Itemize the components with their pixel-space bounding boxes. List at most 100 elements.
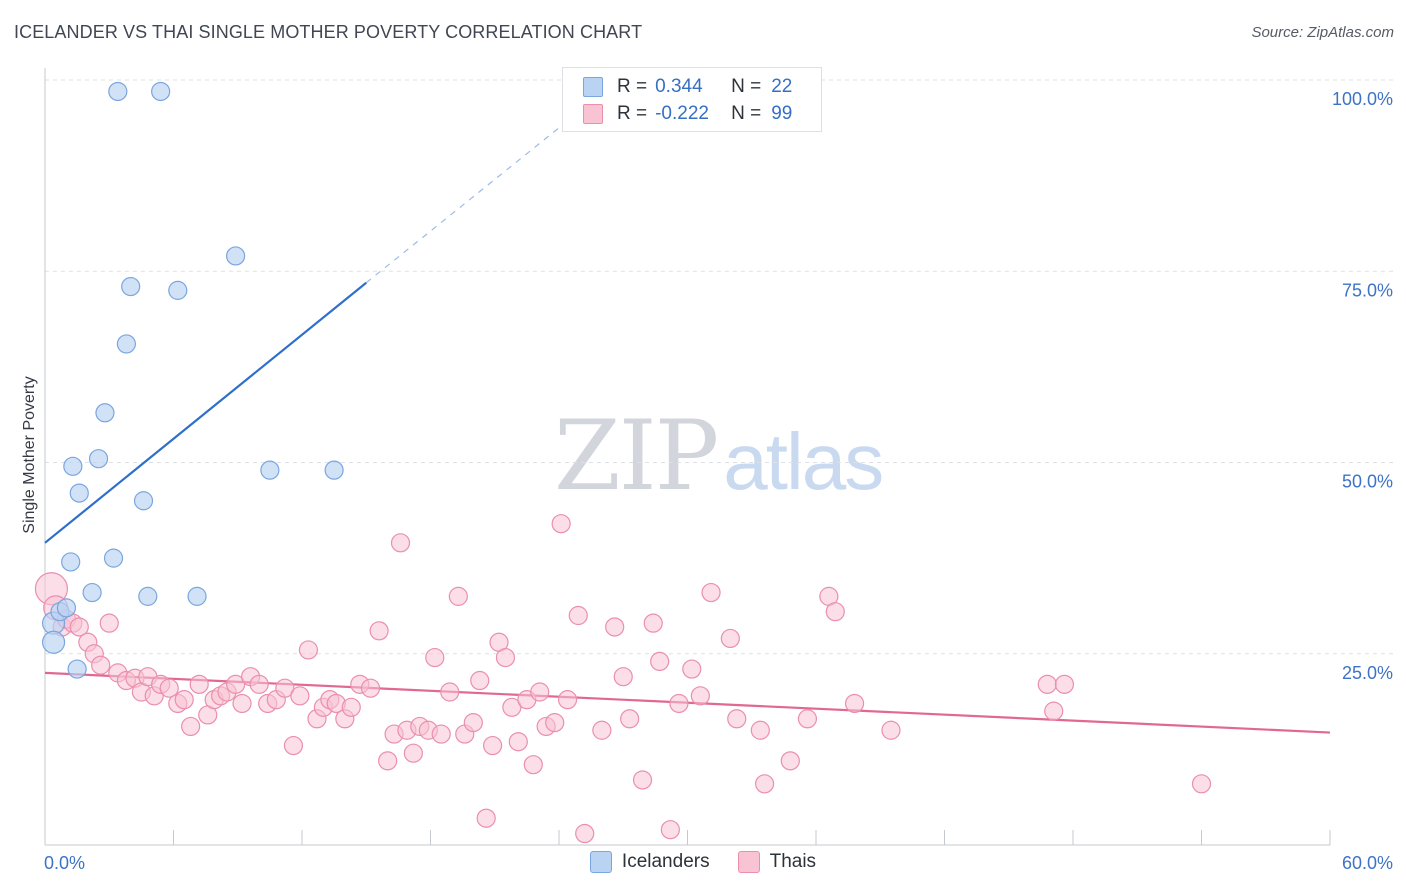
legend-row-thais: R = -0.222 N = 99 <box>583 101 792 127</box>
thais-point <box>701 582 721 603</box>
legend-label-thais: Thais <box>769 851 817 872</box>
thais-point <box>754 774 775 794</box>
thais-point <box>502 697 522 717</box>
thais-swatch <box>583 104 603 124</box>
icelanders-point <box>41 630 66 654</box>
thais-point <box>613 667 633 687</box>
thais-point <box>495 647 516 668</box>
thais-point <box>378 751 398 771</box>
r-value: 0.344 <box>655 76 703 97</box>
thais-point <box>682 659 702 679</box>
icelanders-point <box>121 276 141 297</box>
icelanders-legend-swatch <box>589 851 612 873</box>
thais-point <box>727 709 747 729</box>
n-label: N = <box>731 103 762 124</box>
thais-point <box>69 617 89 637</box>
icelanders-point <box>69 483 89 503</box>
thais-point <box>620 709 640 729</box>
thais-point <box>341 697 361 717</box>
thais-point <box>483 735 503 756</box>
x-tick-label-max: 60.0% <box>1342 853 1393 873</box>
thais-point <box>283 735 304 756</box>
n-value: 22 <box>771 76 793 97</box>
legend-label-icelanders: Icelanders <box>621 851 710 872</box>
thais-point <box>545 712 565 733</box>
thais-point <box>174 690 194 710</box>
r-label: R = <box>617 76 648 97</box>
thais-point <box>425 647 445 668</box>
thais-point <box>226 674 246 694</box>
thais-point <box>403 743 423 763</box>
icelanders-point <box>88 449 109 469</box>
y-tick-label: 25.0% <box>1342 663 1393 683</box>
thais-point <box>431 724 451 744</box>
thais-point <box>159 678 179 698</box>
thais-point <box>508 732 528 752</box>
thais-point <box>797 709 818 729</box>
series-legend: Icelanders Thais <box>0 851 1406 873</box>
y-tick-label: 50.0% <box>1342 472 1393 492</box>
thais-point <box>523 755 543 775</box>
thais-point <box>720 628 740 649</box>
thais-point <box>360 678 381 698</box>
thais-point <box>476 808 496 828</box>
axes <box>44 68 1331 846</box>
icelanders-point <box>56 598 77 618</box>
thais-point <box>232 693 252 714</box>
icelanders-point <box>151 81 171 102</box>
thais-point <box>290 686 310 706</box>
thais-point <box>440 682 460 702</box>
icelanders-trend-line <box>44 281 367 544</box>
y-axis-label: Single Mother Poverty <box>21 376 38 534</box>
watermark-zip: ZIP <box>554 400 719 512</box>
thais-point <box>780 751 800 771</box>
watermark-atlas: atlas <box>723 417 884 506</box>
chart-title: ICELANDER VS THAI SINGLE MOTHER POVERTY … <box>14 22 643 42</box>
source-label: Source: ZipAtlas.com <box>1251 24 1394 41</box>
tick-labels: 25.0% 50.0% 75.0% 100.0% 0.0% 60.0% <box>44 89 1393 873</box>
thais-point <box>844 693 865 714</box>
legend-item-thais[interactable]: Thais <box>737 851 817 873</box>
thais-point <box>551 514 571 534</box>
icelanders-point <box>116 334 136 354</box>
thais-point <box>881 720 901 740</box>
n-label: N = <box>731 76 762 97</box>
thais-point <box>605 617 625 637</box>
thais-point <box>1044 701 1064 721</box>
thais-point <box>592 720 612 740</box>
icelanders-point <box>187 586 207 606</box>
thais-point <box>275 678 295 698</box>
n-value: 99 <box>771 103 793 124</box>
thais-point <box>470 670 490 691</box>
legend-item-icelanders[interactable]: Icelanders <box>589 851 710 873</box>
r-label: R = <box>617 103 648 124</box>
icelanders-point <box>95 403 115 423</box>
thais-point <box>650 651 670 672</box>
icelanders-point <box>133 491 154 511</box>
data-points <box>34 81 1212 844</box>
thais-point <box>568 605 588 626</box>
thais-point <box>181 716 201 737</box>
thais-point <box>298 640 319 660</box>
thais-point <box>1037 674 1057 694</box>
thais-point <box>390 533 411 553</box>
icelanders-point <box>108 81 128 102</box>
thais-point <box>690 686 710 706</box>
y-tick-label: 100.0% <box>1332 89 1393 109</box>
trend-lines <box>44 110 1331 734</box>
thais-point <box>1191 774 1212 794</box>
icelanders-point <box>82 582 102 603</box>
thais-point <box>530 682 550 702</box>
icelanders-swatch <box>583 77 603 97</box>
thais-point <box>669 693 689 714</box>
legend-row-icelanders: R = 0.344 N = 22 <box>583 74 792 100</box>
icelanders-trend-extension <box>365 110 581 284</box>
icelanders-point <box>103 548 124 568</box>
gridlines <box>45 79 1395 655</box>
r-value: -0.222 <box>655 103 709 124</box>
thais-point <box>825 602 845 622</box>
icelanders-point <box>168 280 188 300</box>
thais-point <box>643 613 663 633</box>
thais-point <box>189 674 209 694</box>
y-tick-label: 75.0% <box>1342 280 1393 300</box>
